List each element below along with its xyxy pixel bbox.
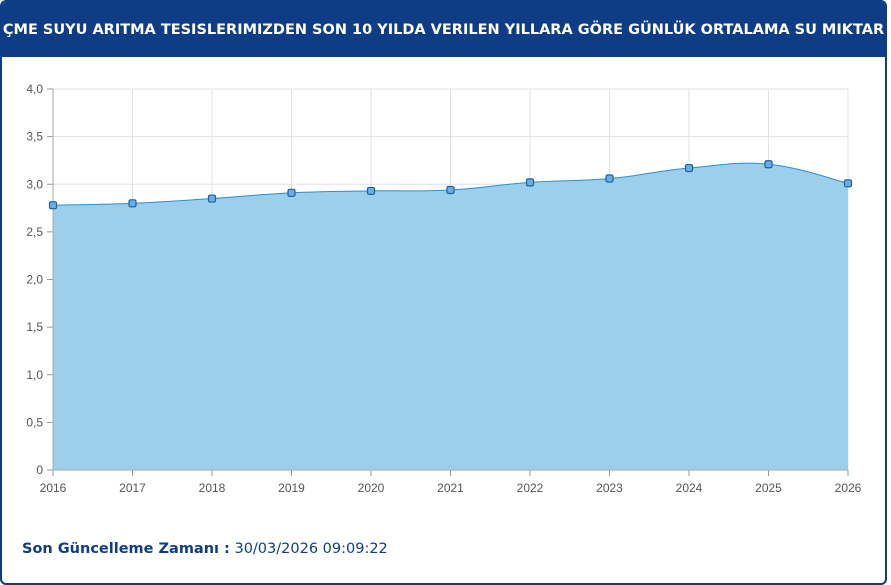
data-point [207, 194, 217, 203]
x-tick-label: 2026 [835, 481, 862, 495]
y-tick-label: 0,5 [26, 415, 43, 429]
x-tick-label: 2016 [40, 481, 67, 495]
data-point [525, 178, 535, 187]
data-point [843, 179, 853, 188]
y-tick-label: 2,5 [26, 225, 43, 239]
chart-axes [47, 88, 849, 476]
x-tick-label: 2020 [358, 481, 385, 495]
x-tick-label: 2017 [119, 481, 146, 495]
x-tick-label: 2019 [278, 481, 305, 495]
tick-labels: 0 0,5 1,0 1,5 2,0 2,5 3,0 3,5 4,0 2016 2017 2018 201… [26, 82, 861, 495]
y-tick-label: 1,0 [26, 368, 43, 382]
y-tick-label: 0 [36, 463, 43, 477]
data-point [446, 185, 455, 195]
x-tick-label: 2021 [437, 481, 464, 495]
y-tick-label: 3,5 [26, 130, 43, 144]
x-tick-label: 2022 [517, 481, 544, 495]
chart-title: İÇME SUYU ARITMA TESISLERIMIZDEN SON 10 … [0, 21, 887, 38]
area-chart: 0 0,5 1,0 1,5 2,0 2,5 3,0 3,5 4,0 2016 2017 2018 201… [26, 82, 861, 495]
data-point [48, 201, 58, 210]
series-area [53, 163, 848, 470]
data-point [366, 186, 376, 196]
x-tick-label: 2025 [755, 481, 782, 495]
y-tick-label: 3,0 [26, 177, 43, 191]
data-point [287, 188, 296, 197]
area-layer [52, 162, 849, 470]
data-point [684, 163, 694, 173]
last-updated: Son Güncelleme Zamanı : 30/03/2026 09:09… [22, 541, 388, 557]
chart-header: İÇME SUYU ARITMA TESISLERIMIZDEN SON 10 … [2, 2, 885, 57]
data-markers [48, 160, 853, 210]
last-updated-value: 30/03/2026 09:09:22 [229, 541, 388, 557]
data-point [605, 174, 614, 183]
y-tick-label: 2,0 [26, 273, 43, 287]
y-tick-label: 1,5 [26, 320, 43, 334]
y-tick-label: 4,0 [26, 82, 43, 96]
last-updated-label: Son Güncelleme Zamanı : [22, 541, 230, 557]
data-point [128, 199, 137, 208]
x-tick-label: 2018 [199, 481, 226, 495]
data-point [764, 160, 773, 169]
x-tick-label: 2023 [596, 481, 623, 495]
x-tick-label: 2024 [676, 481, 703, 495]
